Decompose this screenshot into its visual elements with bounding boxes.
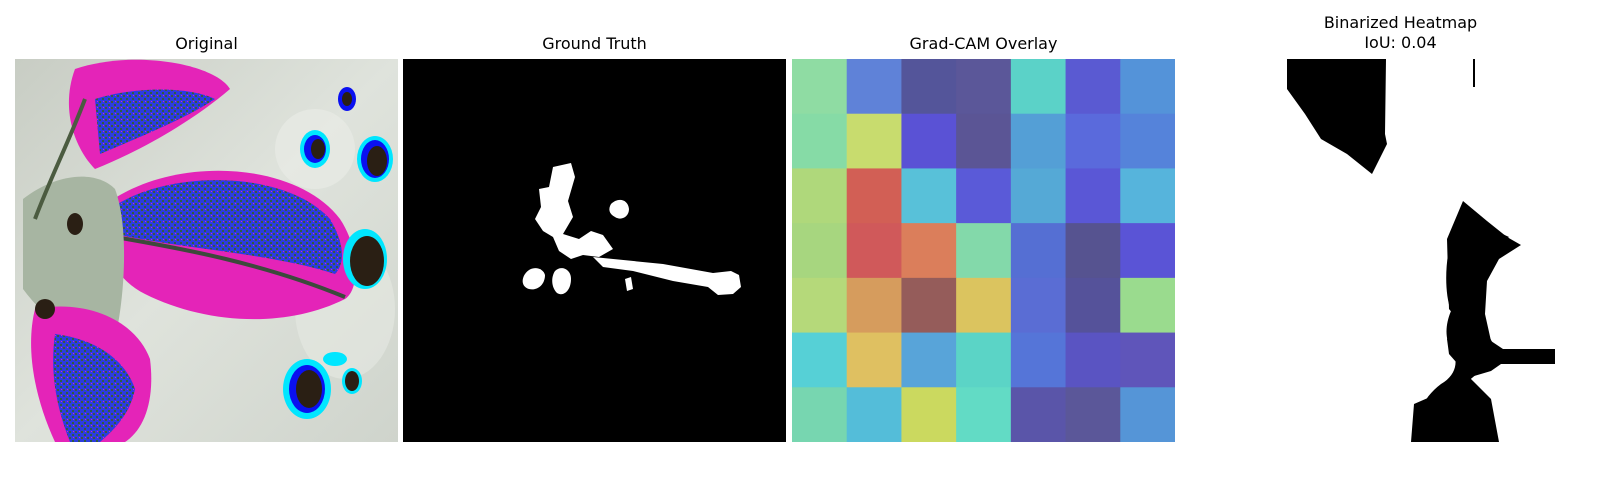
gradcam-cell <box>1120 223 1175 279</box>
gradcam-cell <box>956 387 1012 442</box>
gradcam-cell <box>1065 332 1121 388</box>
gradcam-cell <box>1010 59 1067 115</box>
gradcam-cell <box>1010 387 1067 442</box>
gradcam-cell <box>846 113 902 169</box>
gradcam-cell <box>1065 168 1121 224</box>
gradcam-title: Grad-CAM Overlay <box>909 34 1058 53</box>
gradcam-cell <box>901 277 957 334</box>
gradcam-cell <box>792 277 848 334</box>
gradcam-cell <box>1010 277 1067 334</box>
gradcam-cell <box>1010 223 1067 279</box>
gradcam-cell <box>846 59 902 115</box>
gradcam-cell <box>1065 277 1121 334</box>
binarized-mask <box>1209 59 1592 442</box>
gradcam-cell <box>1120 59 1175 115</box>
gradcam-cell <box>792 332 848 388</box>
gradcam-cell <box>1120 168 1175 224</box>
iou-label: IoU: 0.04 <box>1364 33 1437 52</box>
gradcam-cell <box>846 277 902 334</box>
gradcam-cell <box>956 113 1012 169</box>
ground-truth-mask <box>403 59 786 442</box>
gradcam-cell <box>792 59 848 115</box>
gradcam-cell <box>956 168 1012 224</box>
gradcam-cell <box>901 168 957 224</box>
gradcam-cell <box>1010 332 1067 388</box>
ground-truth-title: Ground Truth <box>542 34 647 53</box>
gradcam-cell <box>956 277 1012 334</box>
gradcam-cell <box>1120 277 1175 334</box>
gradcam-cell <box>1120 387 1175 442</box>
gradcam-cell <box>1065 387 1121 442</box>
binarized-title: Binarized Heatmap <box>1323 13 1478 32</box>
gradcam-cell <box>792 168 848 224</box>
gradcam-cell <box>846 332 902 388</box>
gradcam-cell <box>1065 223 1121 279</box>
gradcam-cell <box>1065 59 1121 115</box>
gradcam-cell <box>1010 113 1067 169</box>
gradcam-cell <box>792 223 848 279</box>
gradcam-cell <box>956 223 1012 279</box>
gradcam-cell <box>846 387 902 442</box>
gradcam-cell <box>901 113 957 169</box>
gradcam-cell <box>956 59 1012 115</box>
gradcam-cell <box>1065 113 1121 169</box>
gradcam-cell <box>956 332 1012 388</box>
gradcam-cell <box>792 387 848 442</box>
gradcam-cell <box>846 223 902 279</box>
gradcam-heatmap <box>792 59 1175 442</box>
gradcam-cell <box>901 332 957 388</box>
original-title: Original <box>175 34 238 53</box>
gradcam-cell <box>901 59 957 115</box>
original-image <box>15 59 398 442</box>
gradcam-cell <box>846 168 902 224</box>
gradcam-cell <box>901 223 957 279</box>
gradcam-cell <box>792 113 848 169</box>
gradcam-cell <box>1120 113 1175 169</box>
gradcam-cell <box>1120 332 1175 388</box>
gradcam-cell <box>1010 168 1067 224</box>
gradcam-cell <box>901 387 957 442</box>
